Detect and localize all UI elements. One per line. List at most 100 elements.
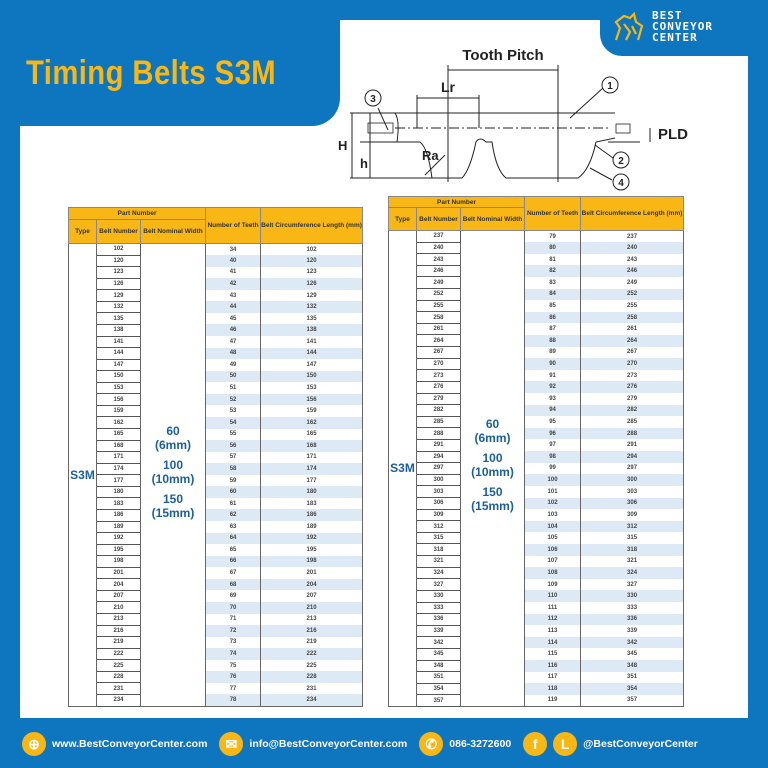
table-row: 327 109 327 <box>389 578 685 591</box>
belt-number-header: Belt Number <box>96 219 141 244</box>
page-title: Timing Belts S3M <box>26 54 277 92</box>
table-row: 321 107 321 <box>389 555 685 568</box>
belt-number-cell: 126 <box>96 277 141 291</box>
email-link[interactable]: info@BestConveyorCenter.com <box>249 738 408 750</box>
teeth-cell: 62 <box>205 509 262 521</box>
length-cell: 186 <box>260 509 364 521</box>
width-value: 150 <box>482 485 503 500</box>
length-cell: 132 <box>260 301 364 313</box>
length-cell: 102 <box>260 243 364 256</box>
length-cell: 135 <box>260 312 364 325</box>
brand-logo: BEST CONVEYOR CENTER <box>600 0 768 56</box>
table-row: 324 108 324 <box>389 566 685 580</box>
teeth-cell: 66 <box>205 555 262 568</box>
length-cell: 267 <box>580 346 685 359</box>
table-row: 213 71 213 <box>69 613 364 626</box>
teeth-cell: 43 <box>205 289 262 302</box>
website-link[interactable]: www.BestConveyorCenter.com <box>52 738 208 750</box>
table-row: 198 66 198 <box>69 555 364 568</box>
title-banner: Timing Belts S3M <box>0 0 340 126</box>
teeth-cell: 99 <box>524 462 582 475</box>
length-cell: 219 <box>260 636 364 649</box>
table-row: 306 102 306 <box>389 497 685 510</box>
length-cell: 303 <box>580 485 685 498</box>
length-cell: 339 <box>580 625 685 637</box>
teeth-cell: 71 <box>205 613 262 626</box>
teeth-cell: 75 <box>205 659 262 672</box>
belt-number-cell: 120 <box>96 254 141 268</box>
teeth-cell: 94 <box>524 404 582 417</box>
belt-number-cell: 255 <box>416 299 461 313</box>
belt-number-cell: 252 <box>416 288 461 301</box>
belt-number-cell: 333 <box>416 601 461 615</box>
table-row: 303 101 303 <box>389 485 685 498</box>
teeth-cell: 108 <box>524 567 582 579</box>
table-row: 261 87 261 <box>389 322 685 336</box>
length-header: Belt Circumference Length (mm) <box>260 207 364 244</box>
teeth-cell: 68 <box>205 578 262 591</box>
length-cell: 357 <box>580 694 685 707</box>
belt-number-cell: 180 <box>96 485 141 499</box>
teeth-cell: 76 <box>205 671 262 683</box>
teeth-cell: 111 <box>524 602 582 614</box>
table-row: 129 43 129 <box>69 289 364 302</box>
table-row: 264 88 264 <box>389 334 685 348</box>
length-cell: 207 <box>260 590 364 602</box>
belt-number-cell: 354 <box>416 682 461 696</box>
table-row: 165 55 165 <box>69 428 364 441</box>
teeth-cell: 109 <box>524 578 582 591</box>
belt-number-cell: 222 <box>96 647 141 661</box>
length-cell: 141 <box>260 336 364 348</box>
length-cell: 126 <box>260 278 364 290</box>
length-cell: 291 <box>580 439 685 452</box>
teeth-cell: 85 <box>524 300 582 312</box>
phone-number[interactable]: 086-3272600 <box>449 738 512 750</box>
part-number-header: Part Number <box>67 207 207 220</box>
nominal-width-cell: 60 (6mm) 100 (10mm) 150 (15mm) <box>459 230 526 707</box>
teeth-cell: 118 <box>524 683 582 695</box>
length-cell: 228 <box>260 671 364 683</box>
teeth-cell: 69 <box>205 590 262 602</box>
length-cell: 243 <box>580 253 685 266</box>
length-cell: 261 <box>580 323 685 335</box>
length-cell: 159 <box>260 405 364 417</box>
teeth-header: Number of Teeth <box>205 207 262 244</box>
teeth-cell: 63 <box>205 521 262 533</box>
ra-label: Ra <box>422 148 439 163</box>
facebook-icon[interactable]: f <box>523 732 548 756</box>
teeth-cell: 52 <box>205 393 262 406</box>
teeth-cell: 91 <box>524 369 582 382</box>
length-cell: 279 <box>580 393 685 405</box>
length-cell: 138 <box>260 324 364 336</box>
table-row: 201 67 201 <box>69 566 364 580</box>
table-row: 348 116 348 <box>389 659 685 673</box>
belt-number-cell: 204 <box>96 578 141 591</box>
belt-number-cell: 219 <box>96 636 141 649</box>
social-handle[interactable]: @BestConveyorCenter <box>583 738 698 750</box>
belt-number-cell: 171 <box>96 451 141 464</box>
teeth-cell: 54 <box>205 416 262 429</box>
table-row: 150 50 150 <box>69 370 364 383</box>
table-row: 273 91 273 <box>389 369 685 382</box>
table-row: 189 63 189 <box>69 520 364 534</box>
table-row: 156 52 156 <box>69 393 364 406</box>
table-row: 276 92 276 <box>389 380 685 394</box>
teeth-cell: 40 <box>205 255 262 267</box>
table-row: 300 100 300 <box>389 473 685 487</box>
width-mm: (15mm) <box>471 499 514 514</box>
belt-number-cell: 201 <box>96 566 141 580</box>
line-icon[interactable]: L <box>553 732 578 756</box>
length-cell: 300 <box>580 474 685 486</box>
belt-number-cell: 102 <box>96 243 141 256</box>
belt-table-right: Part Number Number of Teeth Belt Circumfer… <box>387 196 685 707</box>
belt-number-cell: 327 <box>416 578 461 591</box>
belt-number-cell: 276 <box>416 380 461 394</box>
belt-number-cell: 228 <box>96 670 141 684</box>
table-row: 138 46 138 <box>69 323 364 337</box>
table-row: 225 75 225 <box>69 659 364 672</box>
belt-number-cell: 195 <box>96 543 141 557</box>
length-cell: 273 <box>580 369 685 382</box>
length-cell: 345 <box>580 648 685 661</box>
teeth-cell: 116 <box>524 660 582 672</box>
teeth-cell: 77 <box>205 682 262 695</box>
